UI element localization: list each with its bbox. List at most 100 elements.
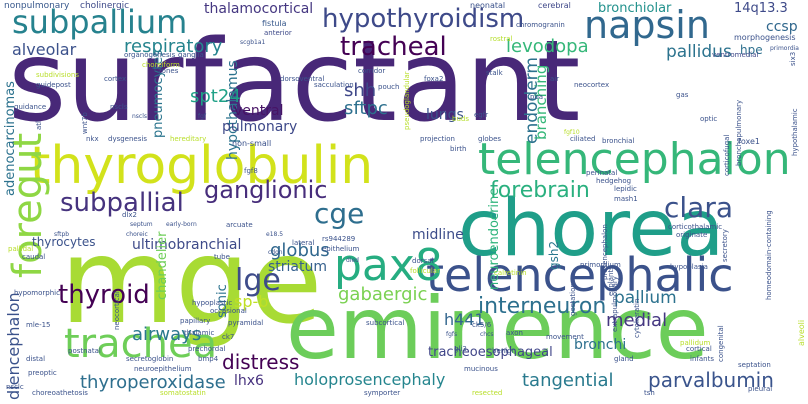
word: tube [214,253,230,261]
word: follicular [410,267,440,275]
word: chromogranin [516,21,565,29]
word: spt24 [190,86,241,107]
word: ck7 [222,333,235,341]
word: air [550,75,560,83]
word: cortex [104,75,127,83]
word: lepidic [614,185,637,193]
word: ventral [234,103,284,119]
word: gland [614,355,634,363]
word: adenocarcinomas [3,81,18,196]
word: benign [492,347,517,355]
word: ultimobranchial [132,237,242,253]
word: symporter [364,389,401,397]
word: zones [158,67,179,75]
word: septum [130,221,153,228]
word: parvalbumin [648,368,774,392]
word: tracheal [340,32,447,62]
word: primordia [770,45,799,52]
word: sftpc [344,98,388,119]
word: foxe1 [738,137,760,146]
word: prechordal [188,345,226,353]
word: thalamocortical [204,1,314,17]
word: fgf8 [244,167,258,175]
word: rs944289 [322,235,356,243]
word: movement [546,333,584,341]
word: birth [450,145,467,153]
word: corticofugal [723,134,731,176]
word: pallidal [8,245,34,253]
word: telencephalon [478,134,791,185]
word: chandelier [155,231,170,300]
word: pyramidal [228,319,264,327]
word: mash1 [614,195,638,203]
word: corridor [358,67,386,75]
word: nkx [86,135,99,143]
word: dysgenesis [108,135,147,143]
word: thyroperoxidase [80,372,226,393]
word: hpe [740,43,763,57]
word: sacculation [314,81,354,89]
word: nsclc [6,383,24,391]
word: chorea [458,184,725,274]
word: cytokeratin [633,298,641,338]
word: nonpulmonary [4,1,70,11]
word: nscls [110,103,128,111]
word: resected [472,389,503,397]
word: napsin [584,3,710,47]
word: occasional [210,307,247,315]
word: poa [530,93,544,101]
word: egfr [474,111,489,119]
word: telencephalic [426,248,734,302]
word: pouch [378,83,400,91]
word: surfactant [8,17,581,147]
word: bronchial [602,137,635,145]
word: hypothalamic [791,108,799,156]
word: cortical [686,345,712,353]
word: infants [690,355,714,363]
word: tracheoesophageal [428,345,553,360]
word: gas [676,91,689,99]
word: ganglia [178,51,204,59]
word: eminence [286,279,709,379]
word: ciliated [570,135,596,143]
word: lge [235,263,281,298]
word: hypoplastic [192,299,233,307]
word: hedgehog [596,177,632,185]
word: levodopa [506,36,589,57]
word: e18.5 [266,231,284,238]
word: airways [132,324,202,345]
word: foxa2 [424,75,444,83]
word: forebrain [490,178,590,203]
word: thyrocytes [32,235,96,249]
word: interneuron [478,294,607,319]
word: subdivisions [36,71,79,79]
word: pulmonary [222,119,298,135]
word: scgb1a1 [240,39,266,46]
word: epithelium [322,245,360,253]
word: corticothalamic [668,223,723,231]
word: distal [26,355,46,363]
word: buds [452,115,469,123]
word: thalamic [184,329,215,337]
word: morphogenesis [734,33,796,42]
word: septation [738,361,771,369]
word: secretory [721,229,729,262]
word: extrapulmonary [611,276,619,332]
word: gabaergic [338,284,428,305]
word: cge [314,197,365,230]
word: thyroglobulin [30,136,374,196]
word: 14q13.3 [734,1,788,16]
word: holoprosencephaly [294,370,446,389]
word: hereditary [170,135,207,143]
word: pallidum [680,339,711,347]
word: choreic [126,231,148,238]
word: shh [344,80,377,101]
word: lungs [426,107,464,123]
word: six3 [789,51,797,66]
word: hypothyroidism [322,4,525,34]
word: ventromedial [712,51,759,59]
word: clara [664,191,734,224]
word: bronchi [574,337,627,353]
word: fgfs [446,331,458,338]
